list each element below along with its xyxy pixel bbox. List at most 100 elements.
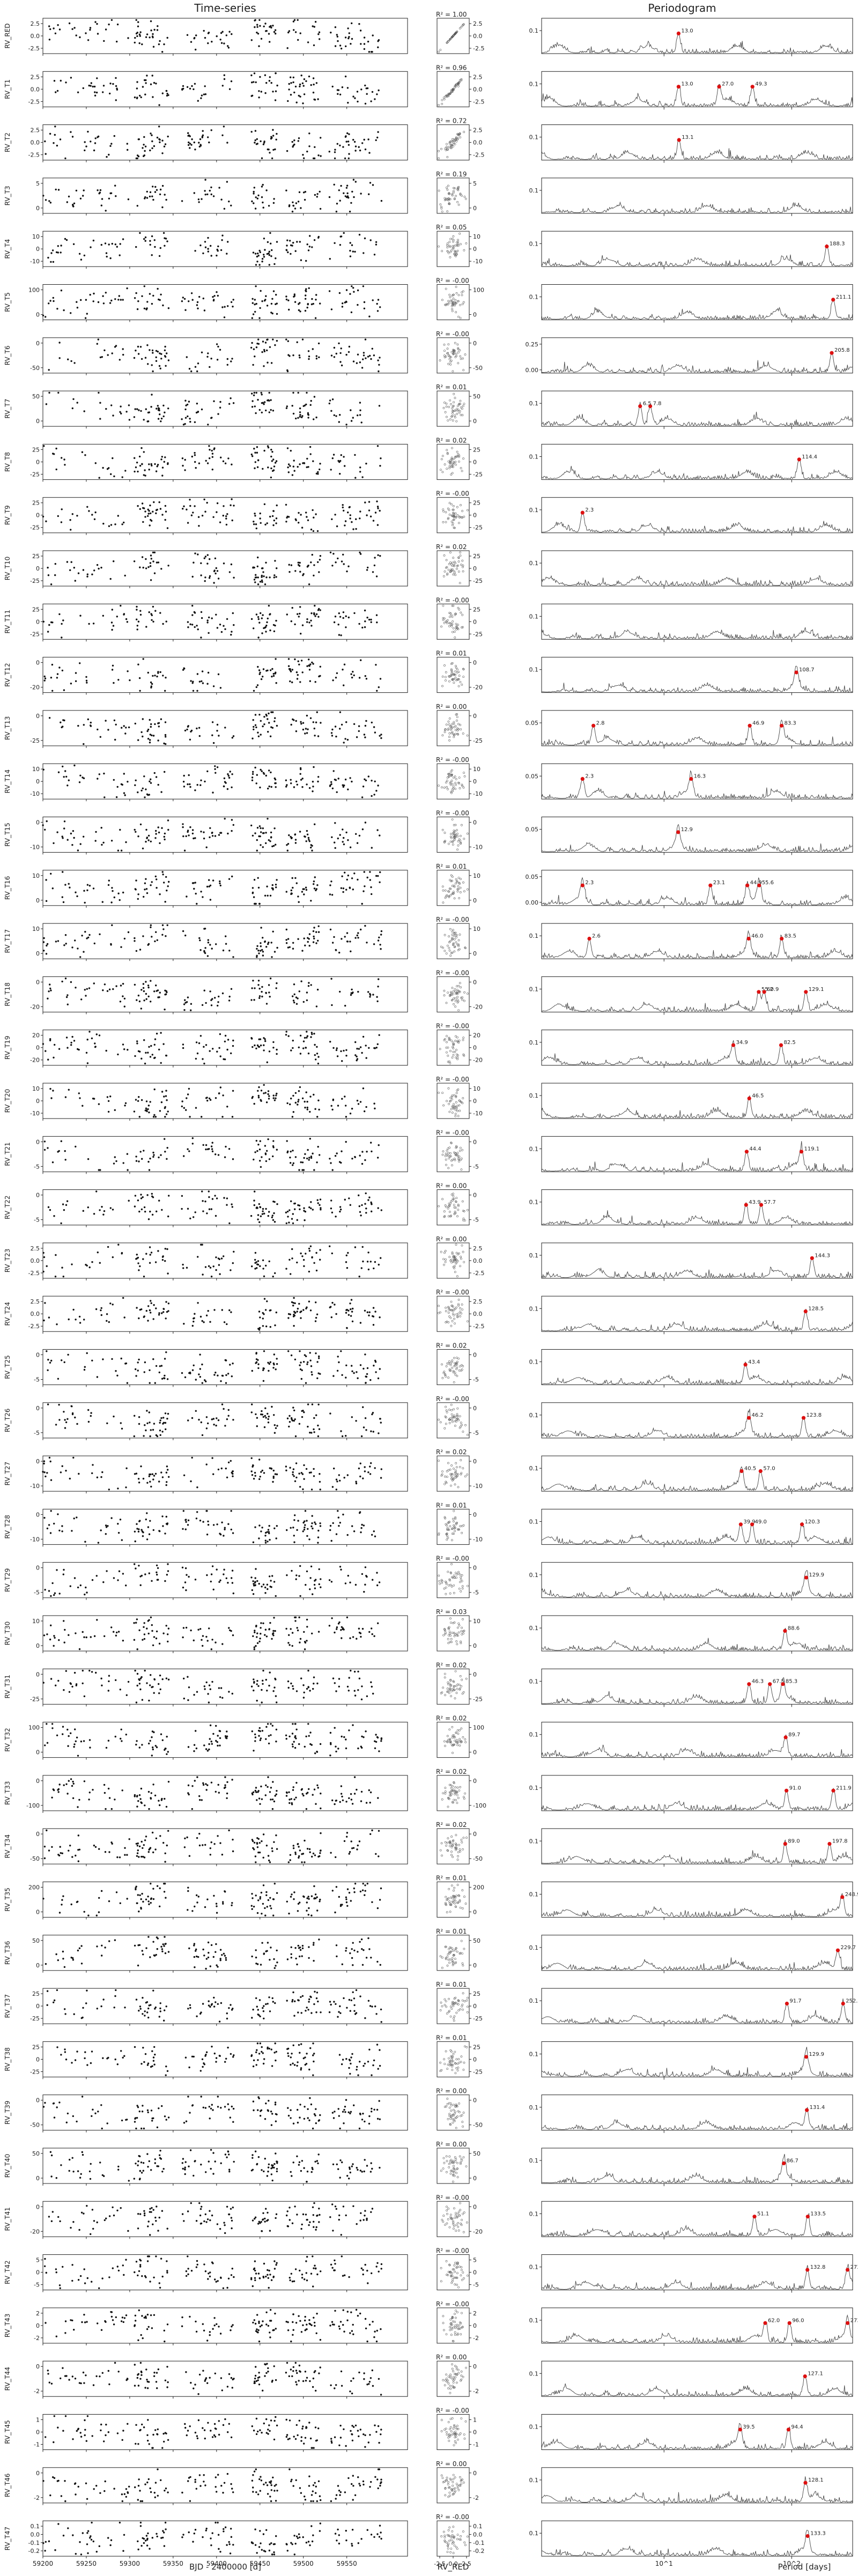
data-point xyxy=(272,25,273,26)
data-point xyxy=(55,563,56,565)
data-point xyxy=(226,34,227,36)
data-point xyxy=(154,1089,156,1090)
data-point xyxy=(198,1042,200,1044)
data-point xyxy=(164,194,166,195)
data-point xyxy=(347,941,349,942)
data-point xyxy=(343,837,344,839)
data-point xyxy=(267,731,269,732)
data-point xyxy=(77,1048,78,1050)
data-point xyxy=(87,573,88,575)
data-point xyxy=(129,419,130,420)
data-point xyxy=(114,739,116,741)
data-point xyxy=(317,561,319,563)
data-point xyxy=(137,205,138,206)
corr-point xyxy=(448,344,449,345)
data-point xyxy=(135,879,137,881)
data-point xyxy=(293,92,295,93)
data-point xyxy=(154,941,156,942)
data-point xyxy=(112,665,114,667)
data-point xyxy=(292,942,294,944)
data-point xyxy=(273,574,275,576)
data-point xyxy=(150,682,152,683)
data-point xyxy=(361,421,363,423)
data-point xyxy=(158,407,159,409)
data-point xyxy=(219,521,221,523)
corr-point xyxy=(458,561,460,562)
data-point xyxy=(306,621,308,623)
data-point xyxy=(257,666,258,668)
data-point xyxy=(337,1055,338,1057)
timeseries-points xyxy=(47,978,379,1011)
data-point xyxy=(276,982,277,984)
data-point xyxy=(350,202,352,204)
data-point xyxy=(329,196,330,198)
data-point xyxy=(61,508,63,510)
data-point xyxy=(117,1054,119,1055)
data-point xyxy=(255,196,257,198)
data-point xyxy=(254,311,256,313)
corr-point xyxy=(462,560,463,561)
row-label: RV_T17 xyxy=(4,929,11,953)
data-point xyxy=(127,149,128,151)
data-point xyxy=(120,299,122,300)
data-point xyxy=(316,712,318,713)
data-point xyxy=(203,1046,204,1048)
data-point xyxy=(197,673,198,675)
data-point xyxy=(228,775,230,776)
data-point xyxy=(117,299,119,300)
data-point xyxy=(344,664,345,665)
data-point xyxy=(317,776,319,778)
data-point xyxy=(260,720,262,722)
data-point xyxy=(54,125,56,127)
data-point xyxy=(266,715,268,716)
data-point xyxy=(310,625,312,626)
data-point xyxy=(357,101,358,102)
corr-point xyxy=(463,516,465,517)
corr-point xyxy=(440,204,441,205)
data-point xyxy=(147,729,149,730)
timeseries-points xyxy=(49,1084,375,1118)
corr-point xyxy=(447,156,448,158)
data-point xyxy=(354,150,356,151)
data-point xyxy=(113,476,115,477)
corr-point xyxy=(445,1164,447,1166)
ytick-label: -25 xyxy=(30,737,40,744)
data-point xyxy=(369,182,371,183)
peak-label: 13.0 xyxy=(681,28,693,34)
data-point xyxy=(136,606,137,608)
data-point xyxy=(308,982,309,983)
data-point xyxy=(93,982,95,984)
data-point xyxy=(212,1142,213,1143)
data-point xyxy=(123,1162,124,1164)
data-point xyxy=(376,1047,378,1048)
pgram-ytick-label: 0.1 xyxy=(529,667,539,673)
timeseries-points xyxy=(49,712,382,745)
data-point xyxy=(209,837,210,838)
data-point xyxy=(345,832,347,833)
data-point xyxy=(183,1155,184,1157)
data-point xyxy=(135,780,137,781)
corr-point xyxy=(453,235,454,237)
data-point xyxy=(140,731,142,733)
data-point xyxy=(55,33,56,34)
data-point xyxy=(139,456,140,457)
data-point xyxy=(53,300,54,302)
corr-point xyxy=(442,521,444,523)
data-point xyxy=(295,250,297,252)
data-point xyxy=(49,1038,51,1040)
data-point xyxy=(336,791,338,793)
data-point xyxy=(203,838,205,839)
data-point xyxy=(51,621,53,623)
data-point xyxy=(97,343,98,345)
data-point xyxy=(231,358,233,359)
data-point xyxy=(307,520,309,521)
data-point xyxy=(138,353,139,354)
data-point xyxy=(303,157,305,159)
corr-point xyxy=(460,137,461,138)
data-point xyxy=(158,418,159,419)
data-point xyxy=(115,1160,117,1162)
data-point xyxy=(120,984,122,986)
corr-point xyxy=(449,562,451,564)
data-point xyxy=(139,35,141,36)
